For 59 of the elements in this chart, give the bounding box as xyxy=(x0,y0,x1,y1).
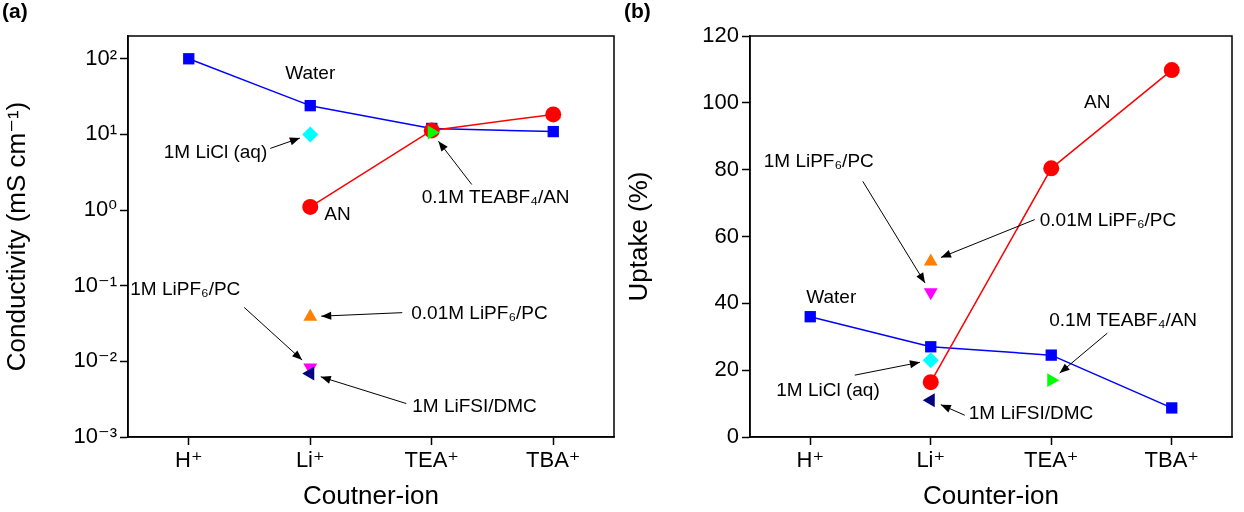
point xyxy=(923,288,938,301)
series-label: AN xyxy=(1084,90,1111,112)
text: 0.1M TEABF₄/AN xyxy=(1049,309,1198,331)
y-axis-title: Conductivity (mS cm⁻¹) xyxy=(0,101,31,372)
series-label: Water xyxy=(806,285,857,307)
text: 0.01M LiPF₆/PC xyxy=(1039,208,1177,230)
y-tick-label: 10² xyxy=(85,44,117,70)
text: 0.1M TEABF₄/AN xyxy=(421,185,570,207)
text: 1M LiFSI/DMC xyxy=(412,394,537,416)
point xyxy=(547,125,559,138)
text: 1M LiPF₆/PC xyxy=(763,149,874,171)
point xyxy=(545,106,562,123)
x-tick-label: H⁺ xyxy=(796,447,824,473)
x-tick-label: TEA⁺ xyxy=(404,447,459,473)
point xyxy=(1043,160,1060,177)
y-tick-label: 0 xyxy=(726,423,739,449)
x-axis-title: Counter-ion xyxy=(923,479,1059,510)
x-tick-label: Li⁺ xyxy=(295,447,325,473)
point xyxy=(804,311,816,323)
point xyxy=(302,126,319,143)
chart-title: (a) xyxy=(2,0,28,23)
chart-title: (b) xyxy=(624,0,651,23)
point xyxy=(1163,62,1180,79)
y-tick-label: 10⁰ xyxy=(83,196,118,222)
y-tick-label: 60 xyxy=(714,222,739,248)
text: 1M LiPF₆/PC xyxy=(130,277,241,299)
point xyxy=(922,374,939,391)
series-label: AN xyxy=(324,203,351,225)
series-label: 1M LiFSI/DMC xyxy=(968,402,1094,424)
x-axis-title: Coutner-ion xyxy=(303,479,439,510)
y-tick-label: 120 xyxy=(702,22,739,48)
y-tick-label: 10¹ xyxy=(85,120,117,146)
point xyxy=(1166,402,1178,414)
point xyxy=(302,198,319,215)
series-label: Water xyxy=(285,61,336,83)
point xyxy=(304,100,316,112)
point xyxy=(1045,349,1057,361)
y-axis-title: Uptake (%) xyxy=(622,171,653,302)
x-tick-label: H⁺ xyxy=(175,447,203,473)
x-tick-label: TBA⁺ xyxy=(526,447,581,473)
point xyxy=(302,366,315,381)
point xyxy=(922,352,939,369)
text: 0.01M LiPF₆/PC xyxy=(411,301,548,323)
series-label: 1M LiCl (aq) xyxy=(163,140,268,162)
x-tick-label: TBA⁺ xyxy=(1144,447,1199,473)
x-tick-label: TEA⁺ xyxy=(1024,447,1079,473)
y-tick-label: 10⁻² xyxy=(73,347,117,373)
y-tick-label: 10⁻¹ xyxy=(73,271,117,297)
y-tick-label: 20 xyxy=(714,356,739,382)
point xyxy=(183,53,195,65)
y-tick-label: 80 xyxy=(714,155,739,181)
y-tick-label: 100 xyxy=(702,88,739,114)
x-tick-label: Li⁺ xyxy=(916,447,946,473)
point xyxy=(427,125,440,140)
y-tick-label: 40 xyxy=(714,289,739,315)
y-tick-label: 10⁻³ xyxy=(73,423,117,449)
text: 1M LiCl (aq) xyxy=(776,379,880,401)
point xyxy=(303,308,318,321)
point xyxy=(925,341,937,353)
